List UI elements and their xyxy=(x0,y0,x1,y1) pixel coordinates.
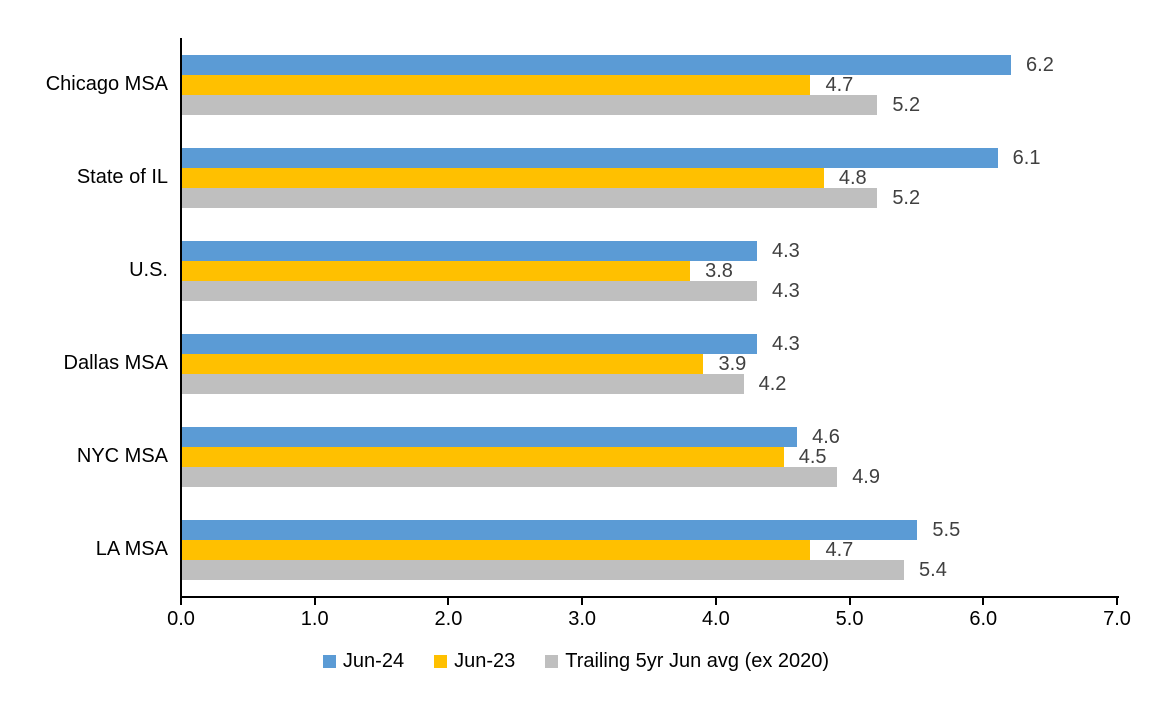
x-tick-label: 7.0 xyxy=(1103,608,1131,630)
legend-label-jun-23: Jun-23 xyxy=(454,649,516,672)
category-label: LA MSA xyxy=(95,538,168,560)
category-label: U.S. xyxy=(129,259,168,281)
legend-label-trailing-avg: Trailing 5yr Jun avg (ex 2020) xyxy=(565,649,830,672)
value-label: 5.4 xyxy=(919,558,947,581)
value-label: 5.5 xyxy=(932,518,961,541)
bar xyxy=(182,260,691,281)
x-tick-label: 2.0 xyxy=(434,608,463,630)
x-axis-line xyxy=(180,596,1119,598)
value-label: 4.9 xyxy=(852,465,880,488)
bar xyxy=(182,519,918,540)
bar xyxy=(182,74,811,95)
x-tick xyxy=(982,596,985,605)
x-tick-label: 3.0 xyxy=(568,608,597,630)
value-label: 4.2 xyxy=(758,372,787,395)
category-label: NYC MSA xyxy=(76,445,168,467)
x-tick-label: 0.0 xyxy=(167,608,195,630)
bar xyxy=(182,373,744,394)
value-label: 4.3 xyxy=(771,239,800,262)
bar xyxy=(182,240,757,261)
value-label: 6.1 xyxy=(1012,146,1041,169)
bar xyxy=(182,54,1012,75)
x-tick xyxy=(447,596,450,605)
legend-label-jun-24: Jun-24 xyxy=(342,649,405,672)
category-label: Chicago MSA xyxy=(45,73,168,95)
y-axis-line xyxy=(180,38,182,598)
category-label: Dallas MSA xyxy=(63,352,168,374)
value-label: 3.9 xyxy=(718,352,747,375)
value-label: 3.8 xyxy=(705,259,733,282)
value-label: 4.5 xyxy=(798,445,827,468)
x-tick-label: 5.0 xyxy=(835,608,864,630)
x-tick xyxy=(313,596,316,605)
bar xyxy=(182,94,878,115)
value-label: 4.8 xyxy=(838,166,867,189)
bar xyxy=(182,559,905,580)
value-label: 4.6 xyxy=(812,425,840,448)
x-tick xyxy=(714,596,717,605)
value-label: 4.3 xyxy=(771,332,800,355)
bar xyxy=(182,353,704,374)
x-tick xyxy=(848,596,851,605)
bar xyxy=(182,167,824,188)
legend-item-jun-23: Jun-23 xyxy=(434,650,515,673)
bar xyxy=(182,333,757,354)
x-tick xyxy=(180,596,182,605)
value-label: 5.2 xyxy=(892,186,921,209)
legend-swatch-trailing-avg xyxy=(545,654,559,668)
bar xyxy=(182,280,757,301)
x-tick-label: 6.0 xyxy=(969,608,998,630)
legend: Jun-24 Jun-23 Trailing 5yr Jun avg (ex 2… xyxy=(0,648,1152,674)
bar xyxy=(182,147,998,168)
bar xyxy=(182,466,838,487)
value-label: 5.2 xyxy=(892,93,921,116)
legend-swatch-jun-24 xyxy=(322,654,336,668)
legend-item-trailing-avg: Trailing 5yr Jun avg (ex 2020) xyxy=(545,650,829,673)
value-label: 4.3 xyxy=(771,279,800,302)
legend-swatch-jun-23 xyxy=(434,654,448,668)
value-label: 4.7 xyxy=(825,538,854,561)
bar xyxy=(182,446,784,467)
bar xyxy=(182,426,798,447)
x-tick xyxy=(1116,596,1118,605)
x-tick-label: 1.0 xyxy=(300,608,329,630)
legend-item-jun-24: Jun-24 xyxy=(322,649,405,673)
value-label: 4.7 xyxy=(825,73,854,96)
bar xyxy=(182,539,811,560)
bar xyxy=(182,187,878,208)
x-tick-label: 4.0 xyxy=(701,608,730,630)
x-tick xyxy=(581,596,584,605)
value-label: 6.2 xyxy=(1026,53,1054,76)
category-label: State of IL xyxy=(76,166,168,188)
